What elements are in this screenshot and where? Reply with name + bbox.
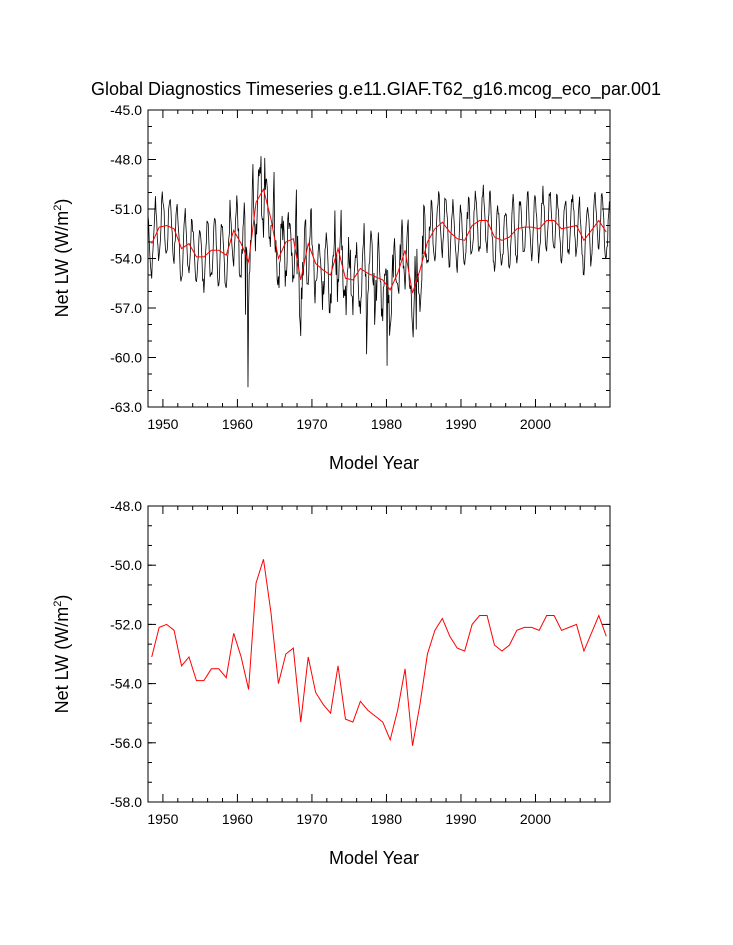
bottom-y-tick-label: -58.0 <box>110 794 142 810</box>
top-y-label-main: Net LW (W/m <box>52 211 72 318</box>
top-x-tick-label: 1990 <box>445 416 476 432</box>
bottom-x-tick-label: 1960 <box>222 811 253 827</box>
bottom-x-tick-label: 1950 <box>147 811 178 827</box>
bottom-x-tick-label: 2000 <box>520 811 551 827</box>
top-x-tick-label: 1950 <box>147 416 178 432</box>
bottom-x-tick-label: 1990 <box>445 811 476 827</box>
bottom-axes: 1950 1960 1970 1980 1990 2000 -48.0 -50.0 -52.0 -… <box>110 498 610 827</box>
bottom-y-tick-label: -54.0 <box>110 676 142 692</box>
top-x-tick-label: 1960 <box>222 416 253 432</box>
top-y-label-sup: 2 <box>52 205 64 211</box>
bottom-annual-mean-line <box>151 559 607 746</box>
bottom-plot-frame <box>147 505 611 803</box>
bottom-y-tick-label: -50.0 <box>110 557 142 573</box>
top-y-tick-label: -60.0 <box>110 350 142 366</box>
top-monthly-series <box>147 156 610 388</box>
top-y-tick-label: -48.0 <box>110 152 142 168</box>
top-y-tick-label: -51.0 <box>110 201 142 217</box>
bottom-x-tick-label: 1970 <box>296 811 327 827</box>
top-y-tick-label: -57.0 <box>110 300 142 316</box>
top-axes: 1950 1960 1970 1980 1990 2000 -45.0 -48.0 -51.0 -… <box>110 102 610 432</box>
top-y-axis-label: Net LW (W/m2) <box>52 199 72 318</box>
top-x-tick-label: 2000 <box>520 416 551 432</box>
bottom-x-axis-label: Model Year <box>329 848 419 868</box>
bottom-y-tick-label: -48.0 <box>110 498 142 514</box>
top-chart-title: Global Diagnostics Timeseries g.e11.GIAF… <box>91 79 661 100</box>
top-x-tick-label: 1970 <box>296 416 327 432</box>
top-y-tick-label: -45.0 <box>110 102 142 118</box>
bottom-y-label-close: ) <box>52 595 72 601</box>
bottom-y-tick-label: -56.0 <box>110 735 142 751</box>
bottom-annual-mean-series <box>151 559 607 746</box>
bottom-y-tick-label: -52.0 <box>110 616 142 632</box>
top-x-tick-label: 1980 <box>371 416 402 432</box>
top-annual-mean-series <box>151 187 607 294</box>
bottom-x-tick-label: 1980 <box>371 811 402 827</box>
bottom-y-label-main: Net LW (W/m <box>52 607 72 714</box>
top-chart: Global Diagnostics Timeseries g.e11.GIAF… <box>52 79 661 473</box>
top-y-tick-label: -54.0 <box>110 251 142 267</box>
bottom-y-label-sup: 2 <box>52 601 64 607</box>
bottom-chart: 1950 1960 1970 1980 1990 2000 -48.0 -50.0 -52.0 -… <box>52 498 611 868</box>
top-annual-mean-line <box>151 187 607 294</box>
top-plot-frame <box>147 109 611 408</box>
top-y-label-close: ) <box>52 199 72 205</box>
top-monthly-line <box>147 156 610 388</box>
bottom-y-axis-label: Net LW (W/m2) <box>52 595 72 714</box>
top-x-axis-label: Model Year <box>329 453 419 473</box>
top-y-tick-label: -63.0 <box>110 399 142 415</box>
